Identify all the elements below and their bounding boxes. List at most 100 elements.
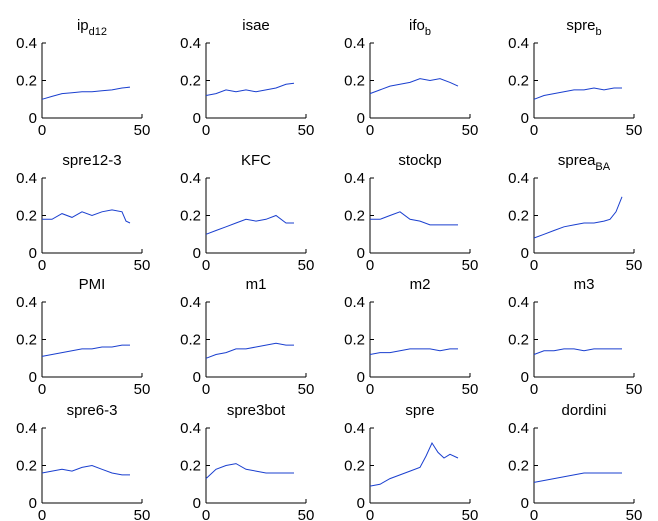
subplot-1: isae 0 0.2 0.4 0 50 bbox=[180, 17, 314, 139]
subplot-title: isae bbox=[242, 17, 270, 34]
subplot-title-main: KFC bbox=[241, 152, 271, 169]
y-tick-label: 0.2 bbox=[508, 332, 529, 349]
subplot-11: m3 0 0.2 0.4 0 50 bbox=[508, 276, 642, 398]
y-tick-label: 0 bbox=[521, 495, 529, 512]
subplot-title: KFC bbox=[241, 152, 271, 169]
y-tick-label: 0 bbox=[521, 110, 529, 127]
x-tick-label: 0 bbox=[202, 122, 210, 139]
x-tick-label: 0 bbox=[530, 122, 538, 139]
y-tick-label: 0.4 bbox=[180, 420, 201, 437]
subplot-title-subscript: BA bbox=[595, 161, 610, 173]
x-tick-label: 50 bbox=[298, 507, 315, 521]
x-tick-label: 0 bbox=[530, 257, 538, 274]
series-line bbox=[205, 82, 295, 96]
series-line bbox=[533, 87, 622, 100]
y-tick-label: 0.4 bbox=[508, 294, 529, 311]
x-tick-label: 0 bbox=[530, 507, 538, 521]
series-line bbox=[369, 348, 458, 355]
subplot-title-main: spre6-3 bbox=[67, 402, 118, 419]
series-line bbox=[369, 441, 459, 487]
y-tick-label: 0.2 bbox=[16, 458, 37, 475]
subplot-title-main: m3 bbox=[574, 276, 595, 293]
y-tick-label: 0.4 bbox=[180, 170, 201, 187]
x-tick-label: 50 bbox=[462, 381, 479, 398]
subplot-title: m1 bbox=[246, 276, 267, 293]
series-line bbox=[205, 463, 294, 479]
x-tick-label: 0 bbox=[530, 381, 538, 398]
subplot-title-main: m1 bbox=[246, 276, 267, 293]
subplot-title: ipd12 bbox=[77, 17, 107, 38]
y-tick-label: 0.2 bbox=[180, 332, 201, 349]
series-line bbox=[42, 209, 131, 224]
y-tick-label: 0.2 bbox=[508, 73, 529, 90]
subplot-2: ifob 0 0.2 0.4 0 50 bbox=[344, 17, 478, 139]
x-tick-label: 0 bbox=[38, 257, 46, 274]
y-tick-label: 0.4 bbox=[508, 35, 529, 52]
y-tick-label: 0 bbox=[521, 245, 529, 262]
series-line bbox=[533, 196, 623, 239]
x-tick-label: 0 bbox=[202, 507, 210, 521]
subplot-title: spreb bbox=[566, 17, 601, 38]
series-line bbox=[205, 342, 294, 359]
y-tick-label: 0.2 bbox=[508, 458, 529, 475]
series-line bbox=[369, 78, 459, 95]
y-tick-label: 0 bbox=[29, 110, 37, 127]
x-tick-label: 50 bbox=[298, 381, 315, 398]
x-tick-label: 0 bbox=[366, 381, 374, 398]
x-tick-label: 0 bbox=[366, 257, 374, 274]
x-tick-label: 50 bbox=[626, 381, 643, 398]
x-tick-label: 50 bbox=[134, 122, 151, 139]
subplot-title: ifob bbox=[409, 17, 431, 38]
subplot-title: spre3bot bbox=[227, 402, 286, 419]
y-tick-label: 0.4 bbox=[508, 420, 529, 437]
subplot-8: PMI 0 0.2 0.4 0 50 bbox=[16, 276, 150, 398]
subplot-title: spreaBA bbox=[558, 152, 611, 173]
subplot-4: spre12-3 0 0.2 0.4 0 50 bbox=[16, 152, 150, 274]
y-tick-label: 0 bbox=[29, 369, 37, 386]
subplot-title-subscript: b bbox=[425, 26, 431, 38]
y-tick-label: 0 bbox=[193, 110, 201, 127]
y-tick-label: 0 bbox=[193, 245, 201, 262]
x-tick-label: 50 bbox=[626, 257, 643, 274]
x-tick-label: 0 bbox=[38, 122, 46, 139]
subplot-title-main: ip bbox=[77, 17, 89, 34]
series-line bbox=[205, 214, 294, 235]
subplot-6: stockp 0 0.2 0.4 0 50 bbox=[344, 152, 478, 274]
subplot-9: m1 0 0.2 0.4 0 50 bbox=[180, 276, 314, 398]
subplot-title-main: spre bbox=[405, 402, 434, 419]
y-tick-label: 0.4 bbox=[180, 35, 201, 52]
subplot-title-main: ifo bbox=[409, 17, 425, 34]
series-line bbox=[41, 344, 130, 357]
subplot-title-main: spre3bot bbox=[227, 402, 286, 419]
series-line bbox=[533, 348, 622, 355]
x-tick-label: 0 bbox=[202, 381, 210, 398]
subplot-title: spre bbox=[405, 402, 434, 419]
x-tick-label: 50 bbox=[134, 257, 151, 274]
y-tick-label: 0.4 bbox=[180, 294, 201, 311]
y-tick-label: 0 bbox=[357, 110, 365, 127]
x-tick-label: 50 bbox=[626, 507, 643, 521]
y-tick-label: 0.2 bbox=[508, 208, 529, 225]
subplot-title: m2 bbox=[410, 276, 431, 293]
series-line bbox=[533, 472, 622, 483]
y-tick-label: 0 bbox=[357, 245, 365, 262]
subplot-title-main: stockp bbox=[398, 152, 441, 169]
x-tick-label: 0 bbox=[38, 381, 46, 398]
subplot-10: m2 0 0.2 0.4 0 50 bbox=[344, 276, 478, 398]
subplot-12: spre6-3 0 0.2 0.4 0 50 bbox=[16, 402, 150, 521]
y-tick-label: 0.2 bbox=[180, 73, 201, 90]
y-tick-label: 0 bbox=[193, 369, 201, 386]
y-tick-label: 0.4 bbox=[344, 420, 365, 437]
series-line bbox=[41, 464, 130, 476]
y-tick-label: 0.2 bbox=[180, 458, 201, 475]
subplot-3: spreb 0 0.2 0.4 0 50 bbox=[508, 17, 642, 139]
series-line bbox=[41, 86, 131, 100]
x-tick-label: 50 bbox=[134, 381, 151, 398]
y-tick-label: 0.4 bbox=[344, 170, 365, 187]
subplot-title-main: sprea bbox=[558, 152, 596, 169]
subplot-title-main: isae bbox=[242, 17, 270, 34]
y-tick-label: 0.2 bbox=[16, 208, 37, 225]
x-tick-label: 0 bbox=[366, 507, 374, 521]
subplot-title-subscript: b bbox=[596, 26, 602, 38]
